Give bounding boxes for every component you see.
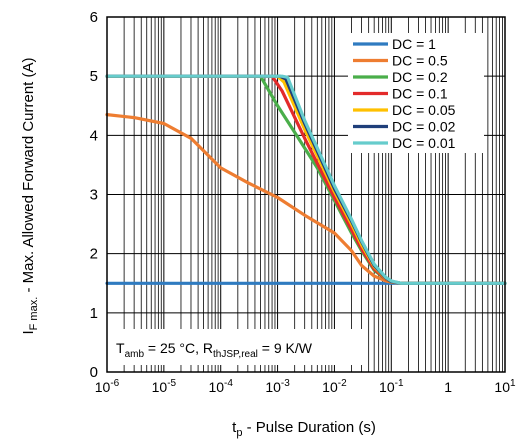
x-tick-label-7: 101	[494, 378, 516, 395]
x-tick-label-4: 10-2	[322, 378, 347, 395]
annotation-r-sub: thJSP,real	[213, 349, 258, 360]
legend-label-5: DC = 0.02	[392, 119, 456, 135]
x-tick-labels: 10-6 10-5 10-4 10-3 10-2 10-1 1 101	[95, 378, 516, 395]
x-tick-label-2: 10-4	[208, 378, 233, 395]
plot-frame	[106, 16, 506, 373]
x-axis-label: tp - Pulse Duration (s)	[232, 419, 376, 439]
annotation-background	[110, 329, 366, 365]
x-tick-label-0: 10-6	[95, 378, 120, 395]
y-tick-label-0: 0	[90, 364, 98, 381]
x-tick-label-3: 10-3	[265, 378, 290, 395]
series-line-6	[105, 74, 507, 285]
legend-label-2: DC = 0.2	[392, 69, 448, 85]
annotation-value: = 9 K/W	[258, 340, 313, 356]
y-tick-labels: 0 1 2 3 4 5 6	[90, 9, 98, 381]
y-tick-label-1: 1	[90, 305, 98, 322]
annotation-box: Tamb = 25 °C, RthJSP,real = 9 K/W	[110, 329, 366, 365]
x-tick-label-5: 10-1	[379, 378, 404, 395]
legend-label-1: DC = 0.5	[392, 53, 448, 69]
x-tick-label-1: 10-5	[152, 378, 177, 395]
y-axis-label: IF max. - Max. Allowed Forward Current (…	[20, 57, 40, 334]
y-tick-label-4: 4	[90, 127, 98, 144]
y-tick-label-3: 3	[90, 187, 98, 204]
annotation-r-base: = 25 °C, R	[144, 340, 213, 356]
legend-label-0: DC = 1	[392, 36, 436, 52]
y-tick-label-2: 2	[90, 246, 98, 263]
legend: DC = 1DC = 0.5DC = 0.2DC = 0.1DC = 0.05D…	[348, 33, 484, 153]
series-layer	[105, 74, 507, 285]
y-tick-label-5: 5	[90, 68, 98, 85]
x-tick-label-6: 1	[444, 379, 452, 395]
legend-label-4: DC = 0.05	[392, 102, 456, 118]
y-tick-label-6: 6	[90, 9, 98, 26]
annotation-text: Tamb = 25 °C, RthJSP,real = 9 K/W	[116, 340, 313, 360]
annotation-t-amb-sub: amb	[125, 349, 145, 360]
legend-label-3: DC = 0.1	[392, 86, 448, 102]
legend-label-6: DC = 0.01	[392, 135, 456, 151]
annotation-t-amb-base: T	[116, 340, 125, 356]
